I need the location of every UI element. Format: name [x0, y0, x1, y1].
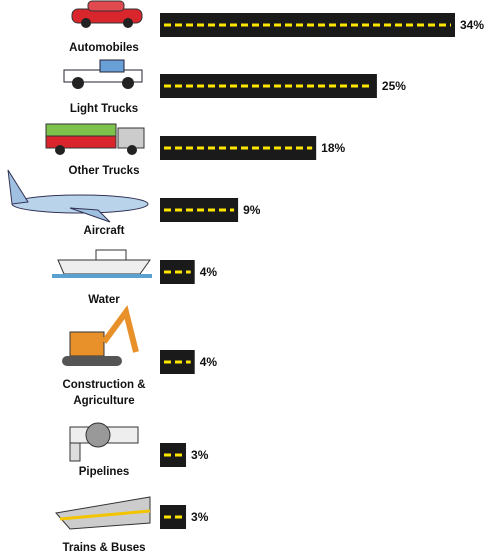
category-label: Trains & Buses [62, 542, 146, 554]
icon [45, 123, 117, 137]
icon [72, 77, 84, 89]
icon [59, 509, 151, 521]
icon [95, 249, 127, 261]
category-label: Light Trucks [69, 103, 139, 115]
icon [62, 356, 122, 366]
bar [160, 443, 187, 467]
icon [81, 18, 91, 28]
category-label: Construction & Agriculture [62, 379, 146, 407]
icon [101, 305, 139, 353]
category-label: Aircraft [83, 225, 125, 237]
icon [99, 59, 125, 73]
value-label: 3% [191, 510, 209, 524]
value-label: 4% [200, 355, 218, 369]
icon [52, 274, 152, 278]
category-label: Water [88, 294, 120, 306]
value-label: 18% [321, 141, 345, 155]
bar [160, 136, 317, 160]
icon [57, 259, 151, 275]
value-label: 4% [200, 265, 218, 279]
category-label: Automobiles [69, 42, 139, 54]
value-label: 34% [460, 18, 484, 32]
bar [160, 505, 187, 529]
icon [45, 135, 117, 149]
icon [69, 331, 105, 357]
icon [55, 496, 151, 530]
icon [69, 442, 81, 462]
icon [122, 77, 134, 89]
icon [117, 127, 145, 149]
value-label: 3% [191, 448, 209, 462]
value-label: 9% [243, 203, 261, 217]
icon [123, 18, 133, 28]
icon [85, 422, 111, 448]
category-label: Other Trucks [68, 165, 140, 177]
value-label: 25% [382, 79, 406, 93]
icon [69, 207, 111, 223]
category-label: Pipelines [78, 466, 130, 478]
icon [55, 145, 65, 155]
icon [127, 145, 137, 155]
icon [7, 169, 29, 205]
icon [87, 0, 125, 12]
